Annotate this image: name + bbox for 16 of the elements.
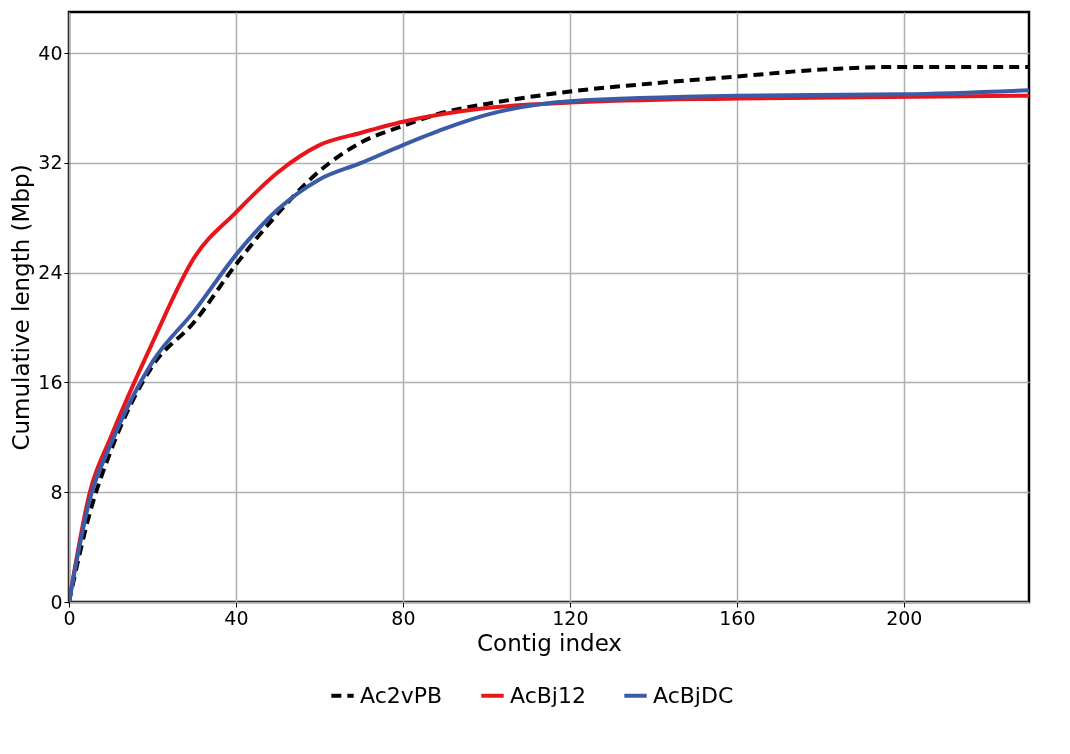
x-tick-label: 160 bbox=[719, 606, 756, 629]
legend-label: AcBjDC bbox=[653, 682, 734, 708]
y-tick-label: 24 bbox=[38, 261, 63, 284]
legend-label: AcBj12 bbox=[510, 682, 586, 708]
y-tick-label: 8 bbox=[50, 480, 63, 503]
x-tick-label: 40 bbox=[224, 606, 249, 629]
x-axis-title: Contig index bbox=[477, 629, 622, 656]
x-tick-label: 80 bbox=[391, 606, 416, 629]
y-tick-label: 32 bbox=[38, 151, 63, 174]
legend-label: Ac2vPB bbox=[360, 682, 443, 708]
y-tick-label: 40 bbox=[38, 41, 63, 64]
y-tick-label: 16 bbox=[38, 370, 63, 393]
x-tick-label: 120 bbox=[552, 606, 589, 629]
y-axis-title: Cumulative length (Mbp) bbox=[8, 164, 35, 451]
y-tick-label: 0 bbox=[50, 590, 63, 613]
x-tick-label: 200 bbox=[886, 606, 923, 629]
